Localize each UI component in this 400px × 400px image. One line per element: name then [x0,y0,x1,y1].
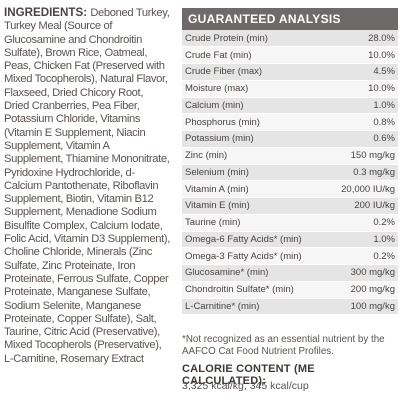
table-row: Calcium (min) 1.0% [182,97,398,115]
table-row: L-Carnitine* (min) 100 mg/kg [182,298,398,316]
nutrient-name: Phosphorus (min) [182,113,332,131]
guaranteed-analysis-panel: GUARANTEED ANALYSIS Crude Protein (min) 2… [182,8,398,316]
table-row: Moisture (max) 10.0% [182,80,398,98]
nutrient-name: Crude Fat (min) [182,46,332,64]
ingredients-text: Deboned Turkey, Turkey Meal (Source of G… [4,7,171,365]
nutrient-name: Potassium (min) [182,130,332,148]
table-row: Phosphorus (min) 0.8% [182,113,398,131]
nutrient-value: 0.2% [332,247,398,265]
nutrient-value: 10.0% [332,80,398,98]
nutrient-name: Vitamin A (min) [182,180,332,198]
table-row: Selenium (min) 0.3 mg/kg [182,164,398,182]
guaranteed-analysis-table: Crude Protein (min) 28.0% Crude Fat (min) 1… [182,30,398,316]
nutrient-name: Zinc (min) [182,147,332,165]
nutrient-value: 300 mg/kg [332,264,398,282]
nutrient-name: Taurine (min) [182,214,332,232]
nutrient-name: Chondroitin Sulfate* (min) [182,281,332,299]
nutrient-value: 10.0% [332,46,398,64]
table-row: Omega-6 Fatty Acids* (min) 1.0% [182,231,398,249]
nutrient-value: 0.8% [332,113,398,131]
calorie-content-value: 3,325 kcal/kg, 345 kcal/cup [182,380,309,392]
nutrient-name: Omega-3 Fatty Acids* (min) [182,247,332,265]
nutrient-name: Calcium (min) [182,97,332,115]
nutrient-name: Crude Protein (min) [182,30,332,48]
nutrient-value: 200 IU/kg [332,197,398,215]
nutrient-value: 1.0% [332,97,398,115]
table-row: Vitamin A (min) 20,000 IU/kg [182,180,398,198]
guaranteed-analysis-title: GUARANTEED ANALYSIS [182,8,398,30]
nutrient-name: Selenium (min) [182,164,332,182]
table-row: Chondroitin Sulfate* (min) 200 mg/kg [182,281,398,299]
table-row: Crude Fiber (max) 4.5% [182,63,398,81]
ingredients-heading: INGREDIENTS: [4,6,91,19]
nutrient-value: 0.6% [332,130,398,148]
nutrient-value: 20,000 IU/kg [332,180,398,198]
table-row: Crude Protein (min) 28.0% [182,30,398,48]
nutrient-value: 0.3 mg/kg [332,164,398,182]
calorie-content-title: CALORIE CONTENT (ME CALCULATED): [182,363,315,387]
nutrient-value: 150 mg/kg [332,147,398,165]
nutrient-value: 100 mg/kg [332,298,398,316]
nutrient-name: Omega-6 Fatty Acids* (min) [182,231,332,249]
table-row: Vitamin E (min) 200 IU/kg [182,197,398,215]
table-row: Potassium (min) 0.6% [182,130,398,148]
nutrient-value: 4.5% [332,63,398,81]
nutrient-value: 200 mg/kg [332,281,398,299]
nutrient-value: 0.2% [332,214,398,232]
nutrient-name: Vitamin E (min) [182,197,332,215]
table-row: Omega-3 Fatty Acids* (min) 0.2% [182,247,398,265]
nutrient-name: Moisture (max) [182,80,332,98]
nutrient-name: Glucosamine* (min) [182,264,332,282]
nutrient-name: Crude Fiber (max) [182,63,332,81]
table-row: Taurine (min) 0.2% [182,214,398,232]
table-row: Zinc (min) 150 mg/kg [182,147,398,165]
nutrient-value: 1.0% [332,231,398,249]
table-row: Glucosamine* (min) 300 mg/kg [182,264,398,282]
nutrient-value: 28.0% [332,30,398,48]
nutrient-name: L-Carnitine* (min) [182,298,332,316]
ingredients-block: INGREDIENTS: Deboned Turkey, Turkey Meal… [4,6,170,366]
table-row: Crude Fat (min) 10.0% [182,46,398,64]
footnote: *Not recognized as an essential nutrient… [182,334,385,357]
